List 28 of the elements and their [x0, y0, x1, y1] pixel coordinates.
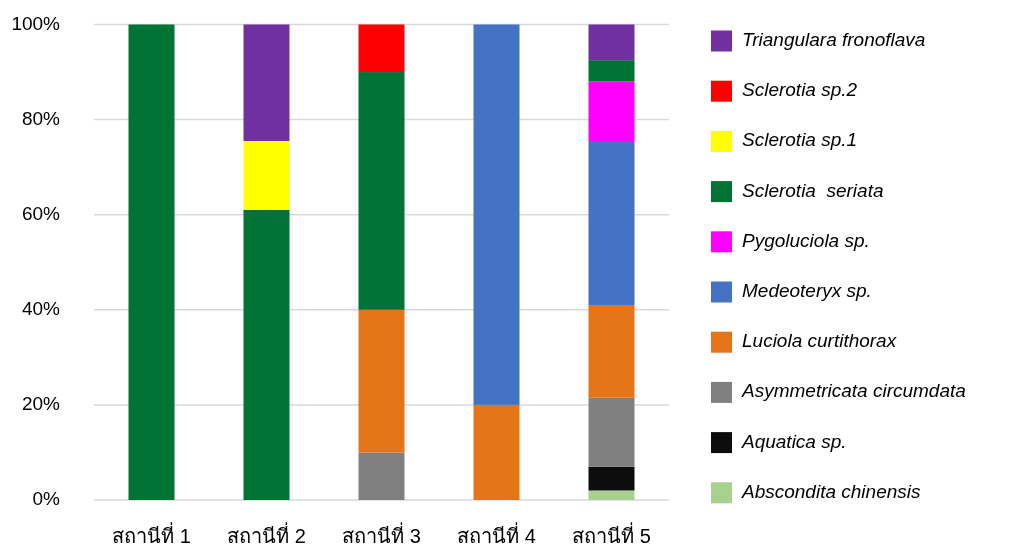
bar: [588, 305, 635, 398]
y-tick-label: 0%: [32, 488, 61, 510]
bar: [473, 404, 520, 500]
legend-label: Sclerotia seriata: [742, 179, 884, 201]
legend-label: Aquatica sp.: [741, 430, 847, 452]
y-tick-label: 100%: [11, 12, 61, 34]
x-tick-label: สถานีที่ 4: [457, 522, 536, 547]
legend-label: Luciola curtithorax: [742, 330, 898, 352]
x-tick-label: สถานีที่ 2: [227, 522, 306, 547]
x-tick-label: สถานีที่ 1: [112, 522, 191, 547]
legend-label: Sclerotia sp.1: [742, 129, 858, 151]
bar: [358, 452, 405, 500]
legend-label: Triangulara fronoflava: [742, 29, 926, 51]
x-tick-label: สถานีที่ 3: [342, 522, 421, 547]
legend-label: Pygoluciola sp.: [742, 229, 870, 251]
bar: [588, 24, 635, 61]
bar: [128, 24, 175, 500]
legend-label: Asymmetricata circumdata: [741, 380, 966, 402]
legend-label: Abscondita chinensis: [741, 480, 921, 502]
y-tick-label: 60%: [21, 202, 61, 224]
y-tick-label: 20%: [21, 392, 61, 414]
legend-label: Medeoteryx sp.: [742, 280, 872, 302]
y-tick-label: 80%: [21, 107, 61, 129]
x-tick-label: สถานีที่ 5: [572, 522, 651, 547]
bar: [358, 309, 405, 453]
y-tick-label: 40%: [21, 297, 61, 319]
legend-label: Sclerotia sp.2: [742, 79, 858, 101]
bar: [473, 24, 520, 405]
